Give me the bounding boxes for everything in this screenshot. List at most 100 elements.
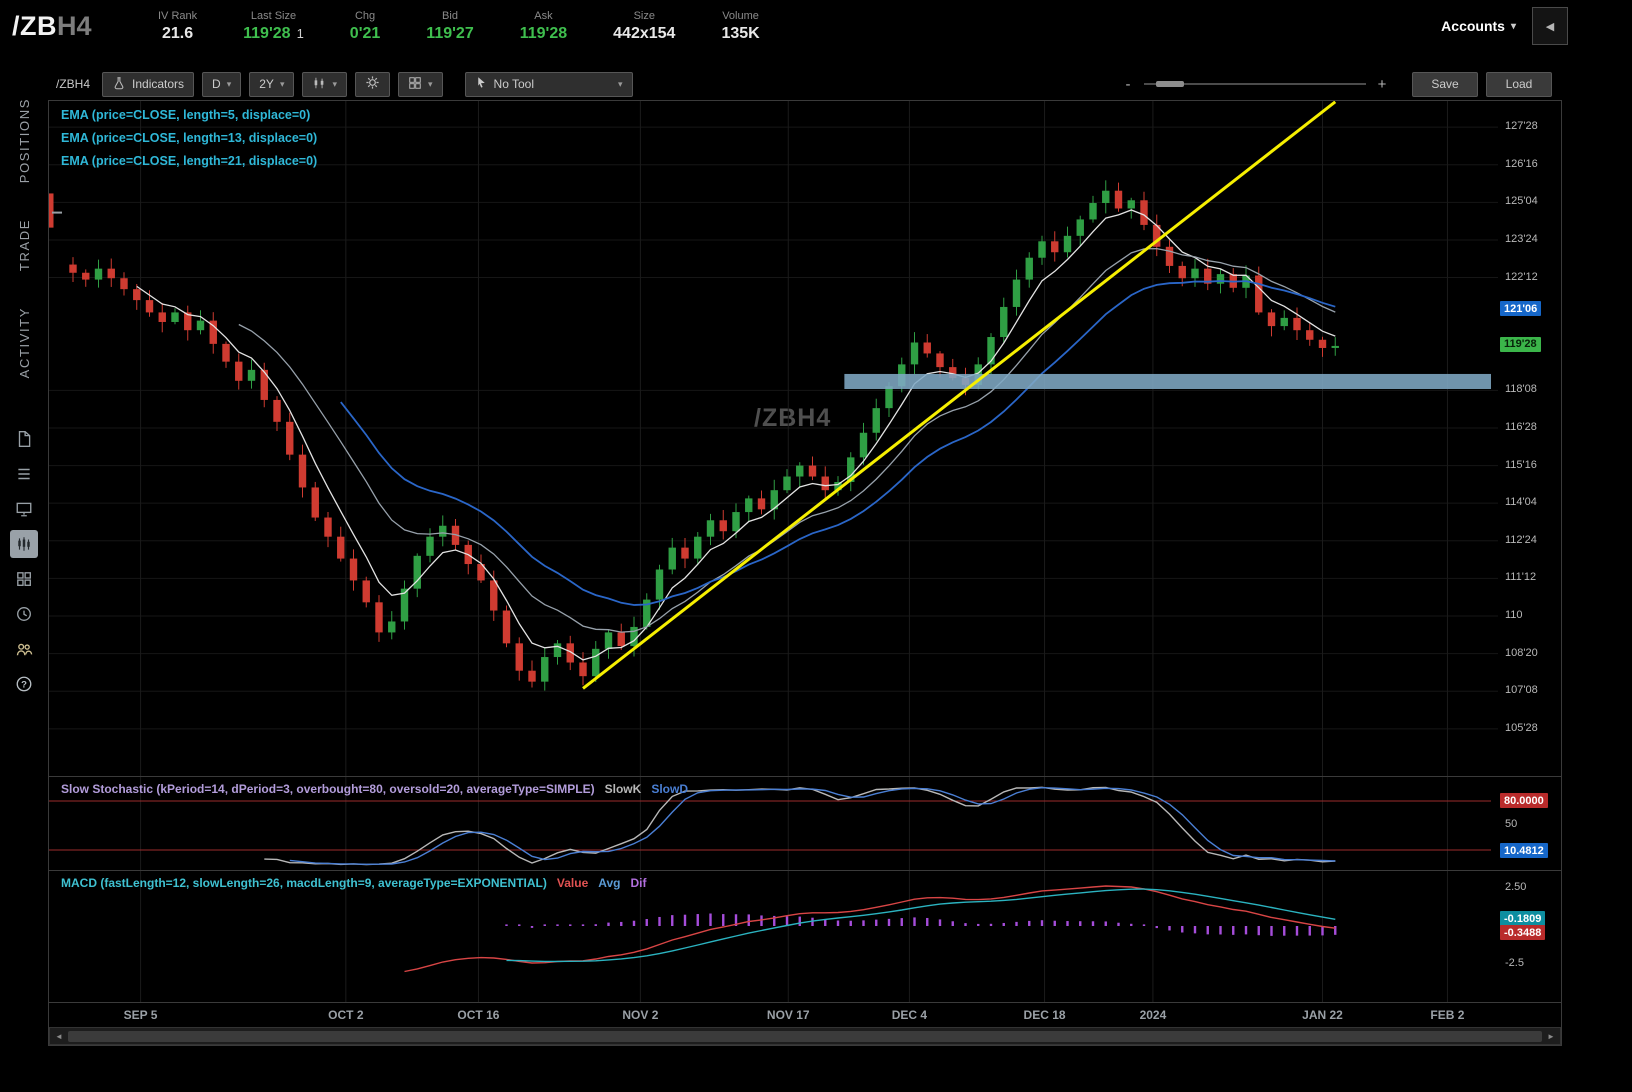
scroll-right-arrow-icon[interactable]: ► [1547,1031,1555,1041]
zoom-out-button[interactable]: - [1125,75,1131,93]
symbol: /ZB H4 [12,11,122,42]
cursor-icon [475,76,488,92]
watchlist-icon [15,465,33,483]
horizontal-scrollbar[interactable]: ◄ ► [49,1027,1561,1045]
time-axis-label: OCT 2 [328,1008,364,1022]
sidebar-icon-charts[interactable] [10,529,38,558]
quote-stat-bid: Bid 119'27 [426,10,473,43]
macd-label: MACD (fastLength=12, slowLength=26, macd… [61,876,646,890]
accounts-dropdown[interactable]: Accounts ▾ [1441,18,1516,34]
quote-stat-name: Chg [354,9,376,22]
monitor-icon [15,500,33,518]
price-axis-label: 108'20 [1505,646,1538,659]
sidebar-tab-trade[interactable]: TRADE [16,219,32,272]
sidebar-icon-help[interactable]: ? [10,670,38,698]
indicators-label: Indicators [132,77,185,91]
chevron-down-icon: ▾ [279,78,285,89]
quote-stat-ask: Ask 119'28 [520,10,567,43]
zoom-slider[interactable] [1144,81,1366,87]
macd-legend-avg: Avg [598,876,621,890]
sidebar-icon-history[interactable] [10,600,38,628]
price-axis-label: 126'16 [1505,157,1538,170]
time-axis-label: OCT 16 [457,1008,500,1022]
macd-value-badge: -0.3488 [1500,925,1546,940]
tool-label: No Tool [493,77,535,91]
load-button[interactable]: Load [1486,71,1552,97]
quote-stat-name: Volume [722,9,759,22]
svg-text:?: ? [21,679,27,690]
quote-stat-extra: 1 [296,25,304,41]
macd-legend-value: Value [556,876,589,890]
chevron-down-icon: ▾ [332,78,337,89]
stochastic-mid-label: 50 [1505,818,1518,830]
chart-style-dropdown[interactable]: ▾ [302,71,347,97]
quote-stat-value: 442x154 [613,24,676,42]
zoom-slider-handle[interactable] [1156,81,1184,87]
time-axis-label: JAN 22 [1302,1008,1343,1022]
macd-legend-dif: Dif [630,876,647,890]
aggregation-value: D [212,77,221,91]
range-dropdown[interactable]: 2Y ▾ [249,71,295,97]
sidebar-tab-activity[interactable]: ACTIVITY [16,307,32,379]
macd-top-label: 2.50 [1505,881,1527,893]
chevron-left-icon: ◀ [1545,20,1555,33]
chevron-down-icon: ▾ [428,78,433,89]
quote-stat-value: 135K [721,24,760,42]
sidebar-icon-grid[interactable] [10,565,38,593]
candlestick-style-icon [312,76,326,93]
time-axis-label: NOV 2 [622,1008,659,1022]
price-axis-label: 123'24 [1505,232,1538,245]
macd-bottom-label: -2.5 [1505,957,1524,969]
macd-axis: 2.50 -0.1809 -0.3488 -2.5 [1498,871,1561,1002]
aggregation-dropdown[interactable]: D ▾ [202,71,242,97]
layout-grid-dropdown[interactable]: ▾ [398,71,443,97]
help-icon: ? [15,675,33,693]
save-button[interactable]: Save [1412,71,1478,97]
zoom-control: - + [1122,76,1388,93]
chart-watermark: /ZBH4 [754,404,832,432]
chart-settings-button[interactable] [355,71,390,97]
sidebar-icon-watchlist[interactable] [10,460,38,488]
quote-stat-size: Size 442x154 [613,10,675,43]
macd-params: MACD (fastLength=12, slowLength=26, macd… [61,876,547,890]
zoom-in-button[interactable]: + [1377,75,1387,93]
sidebar-tabs: POSITIONS TRADE ACTIVITY [17,98,32,415]
study-labels: EMA (price=CLOSE, length=5, displace=0) E… [61,108,317,177]
price-axis-label: 125'04 [1505,195,1538,208]
chart-stack: /ZBH4 EMA (price=CLOSE, length=5, displa… [48,100,1562,1046]
stochastic-legend-slowk: SlowK [604,782,642,796]
study-label: EMA (price=CLOSE, length=21, displace=0) [61,154,318,168]
macd-avg-badge: -0.1809 [1500,911,1546,926]
price-pane[interactable]: /ZBH4 EMA (price=CLOSE, length=5, displa… [49,101,1561,777]
macd-canvas[interactable] [49,871,1561,1002]
collapse-panel-button[interactable]: ◀ [1532,7,1568,45]
sidebar-icon-community[interactable] [10,635,38,663]
scrollbar-thumb[interactable] [68,1030,1542,1042]
quote-stat-name: Size [633,9,655,22]
stochastic-canvas[interactable] [49,777,1561,870]
range-value: 2Y [259,77,274,91]
price-chart-canvas[interactable] [49,101,1561,776]
chevron-down-icon: ▾ [226,78,232,89]
macd-pane[interactable]: MACD (fastLength=12, slowLength=26, macd… [49,871,1561,1003]
sidebar-tab-positions[interactable]: POSITIONS [16,98,32,184]
chart-toolbar: /ZBH4 Indicators D ▾ 2Y ▾ ▾ [48,68,1560,100]
time-axis-label: DEC 4 [891,1008,928,1022]
sidebar-icon-monitor[interactable] [10,495,38,523]
stochastic-pane[interactable]: Slow Stochastic (kPeriod=14, dPeriod=3, … [49,777,1561,871]
quote-stat-chg: Chg 0'21 [350,10,381,43]
study-label: EMA (price=CLOSE, length=13, displace=0) [61,131,318,145]
stochastic-axis: 80.0000 50 10.4812 [1498,777,1561,870]
quote-stat-iv-rank: IV Rank 21.6 [158,10,197,43]
indicators-icon [112,76,126,93]
price-axis-label: 127'28 [1505,120,1538,133]
indicators-button[interactable]: Indicators [102,71,195,97]
price-axis-badge: 119'28 [1500,336,1541,352]
drawing-tool-dropdown[interactable]: No Tool ▾ [464,71,633,97]
time-axis: SEP 5 OCT 2 OCT 16 NOV 2 NOV 17 DEC 4 DEC 18 20… [49,1003,1561,1027]
left-sidebar: POSITIONS TRADE ACTIVITY ? [0,52,48,1092]
scroll-left-arrow-icon[interactable]: ◄ [55,1031,63,1041]
time-axis-label: 2024 [1139,1008,1167,1022]
sidebar-icon-scanner[interactable] [10,425,38,453]
